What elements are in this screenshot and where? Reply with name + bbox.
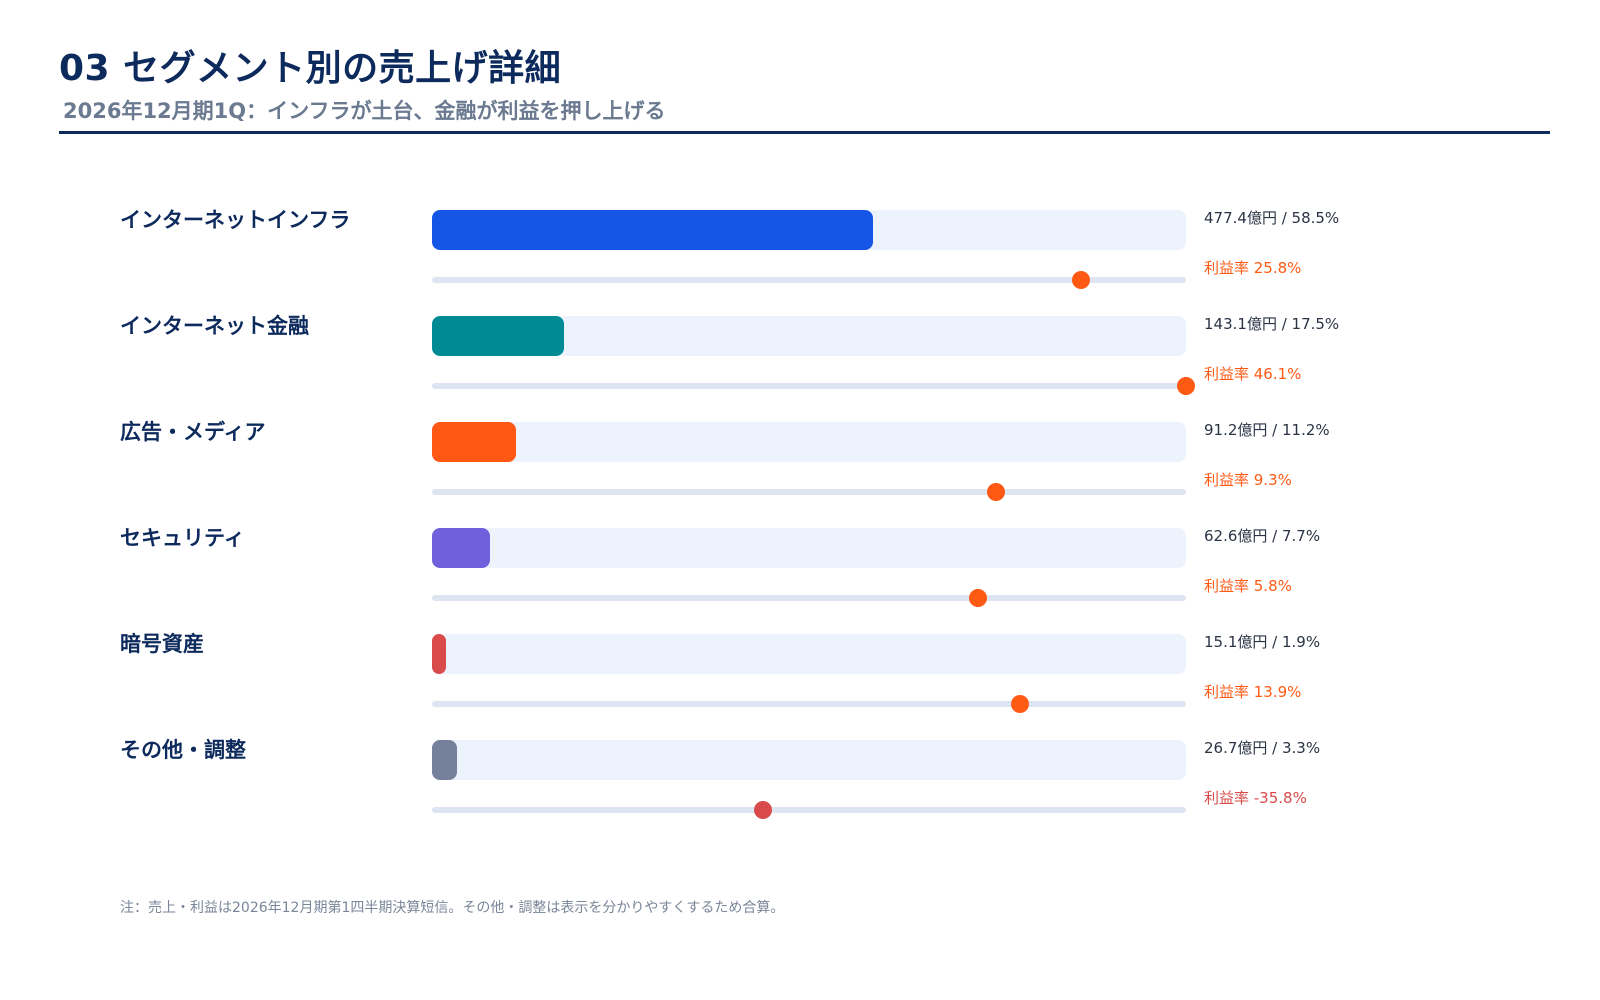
revenue-value-label: 477.4億円 / 58.5% [1204, 209, 1340, 227]
segment-label: 広告・メディア [120, 420, 266, 444]
margin-track [432, 271, 1186, 289]
revenue-bar [432, 422, 517, 462]
revenue-track [432, 740, 1186, 780]
segment-label: その他・調整 [120, 738, 246, 762]
page-subtitle: 2026年12月期1Q：インフラが土台、金融が利益を押し上げる [63, 99, 666, 123]
margin-value-label: 利益率 46.1% [1204, 365, 1302, 383]
margin-dot [1010, 695, 1029, 713]
revenue-track [432, 528, 1186, 568]
revenue-value-label: 26.7億円 / 3.3% [1204, 739, 1321, 757]
margin-track [432, 377, 1195, 395]
revenue-value-label: 15.1億円 / 1.9% [1204, 633, 1321, 651]
margin-track [432, 483, 1186, 501]
margin-dot [987, 483, 1006, 501]
revenue-bar [432, 634, 446, 674]
revenue-track [432, 316, 1186, 356]
revenue-value-label: 62.6億円 / 7.7% [1204, 527, 1321, 545]
page-header: 03 セグメント別の売上げ詳細 2026年12月期1Q：インフラが土台、金融が利… [59, 44, 1550, 126]
footnote: 注：売上・利益は2026年12月期第1四半期決算短信。その他・調整は表示を分かり… [120, 900, 785, 916]
segment-label: インターネットインフラ [120, 208, 351, 232]
revenue-track [432, 422, 1186, 462]
segment-label: 暗号資産 [120, 632, 204, 656]
margin-value-label: 利益率 25.8% [1204, 259, 1302, 277]
margin-track [432, 589, 1186, 607]
margin-dot [1072, 271, 1091, 289]
revenue-track [432, 634, 1186, 674]
revenue-value-label: 91.2億円 / 11.2% [1204, 421, 1330, 439]
segment-label: インターネット金融 [120, 314, 309, 338]
segment-label: セキュリティ [120, 526, 245, 550]
revenue-bar [432, 210, 873, 250]
revenue-bar [432, 528, 490, 568]
margin-value-label: 利益率 5.8% [1204, 577, 1292, 595]
revenue-value-label: 143.1億円 / 17.5% [1204, 315, 1340, 333]
margin-track [432, 801, 1186, 819]
margin-dot [1177, 377, 1195, 395]
margin-track [432, 695, 1186, 713]
revenue-bar [432, 316, 565, 356]
revenue-track [432, 210, 1186, 250]
margin-value-label: 利益率 13.9% [1204, 683, 1302, 701]
revenue-bar [432, 740, 457, 780]
header-divider [59, 131, 1550, 134]
margin-dot [754, 801, 773, 819]
margin-value-label: 利益率 9.3% [1204, 471, 1292, 489]
page-title: 03 セグメント別の売上げ詳細 [59, 48, 562, 89]
margin-dot [969, 589, 988, 607]
margin-value-label: 利益率 -35.8% [1204, 789, 1307, 807]
